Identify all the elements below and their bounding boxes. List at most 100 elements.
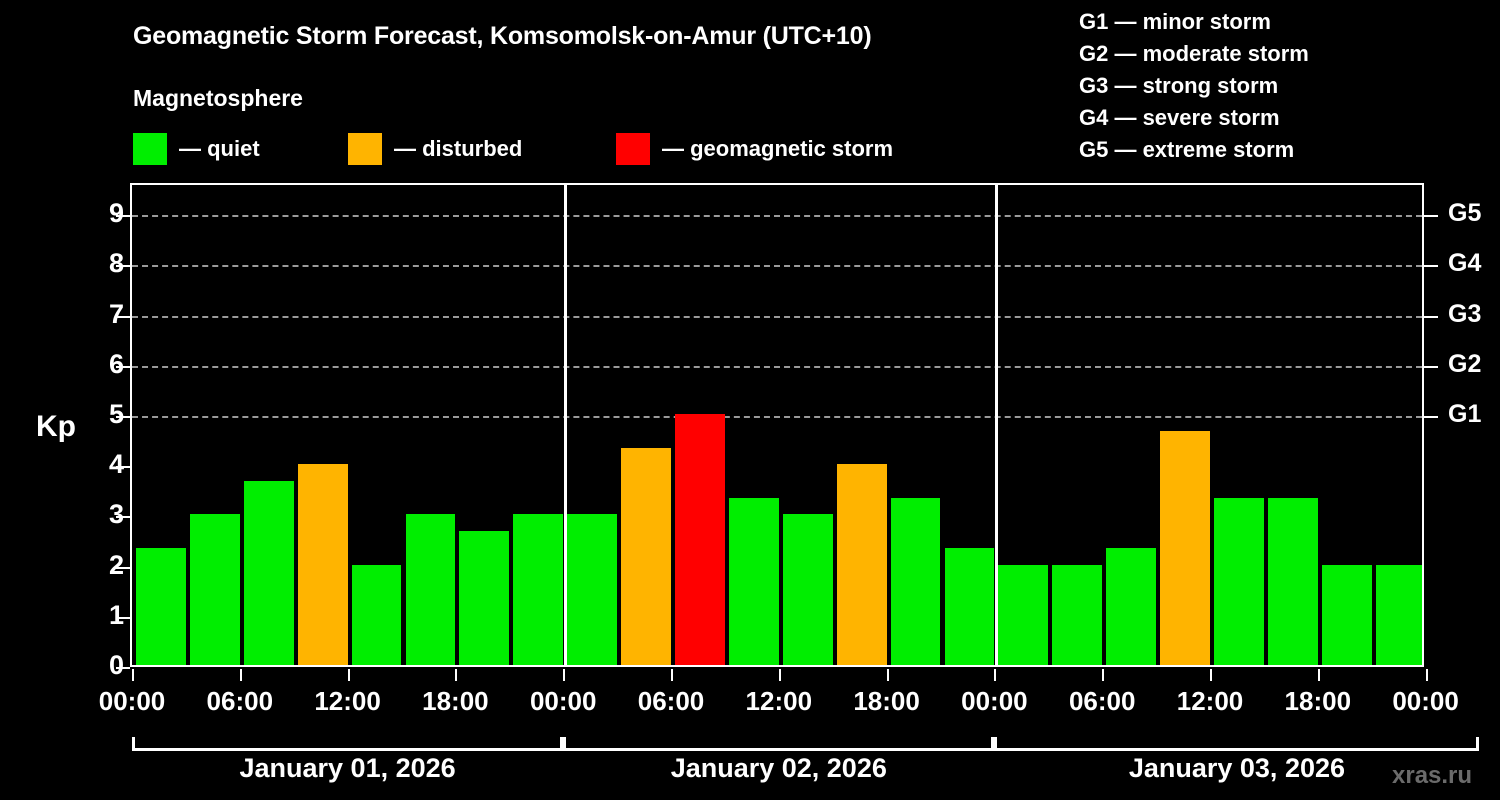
- page-title: Geomagnetic Storm Forecast, Komsomolsk-o…: [133, 22, 872, 50]
- y-tick-mark-5: [116, 416, 130, 418]
- g-tick-mark-g1: [1424, 416, 1438, 418]
- kp-bar: [189, 514, 240, 665]
- y-tick-label-4: 4: [108, 449, 124, 480]
- day-separator: [994, 185, 998, 665]
- y-tick-label-0: 0: [108, 650, 124, 680]
- x-tick-mark: [1317, 669, 1320, 681]
- y-tick-mark-2: [116, 566, 130, 569]
- gridline-kp-8: [132, 265, 1422, 268]
- kp-bar: [1321, 564, 1372, 665]
- g-tick-label-g3: G3: [1448, 299, 1482, 328]
- plot-area: [130, 183, 1424, 667]
- watermark: xras.ru: [1392, 762, 1473, 789]
- g-scale-item-g4: G4 — severe storm: [1079, 105, 1280, 130]
- g-tick-mark-g5: [1424, 215, 1438, 218]
- x-tick-label: 12:00: [1176, 686, 1244, 716]
- kp-bar: [998, 564, 1049, 665]
- g-scale-item-g5: G5 — extreme storm: [1079, 137, 1295, 162]
- kp-bar: [297, 464, 348, 665]
- x-tick-label: 00:00: [961, 686, 1028, 716]
- kp-bar: [459, 530, 510, 665]
- gridline-kp-7: [132, 315, 1422, 318]
- kp-bar: [1052, 564, 1103, 665]
- x-tick-label: 18:00: [1284, 686, 1352, 716]
- y-tick-label-8: 8: [108, 248, 124, 279]
- x-tick-label: 06:00: [637, 686, 705, 716]
- g-scale-item-g1: G1 — minor storm: [1079, 9, 1271, 34]
- x-tick-mark: [563, 669, 566, 681]
- kp-bar: [1160, 430, 1210, 665]
- kp-bar: [1214, 497, 1264, 665]
- x-tick-label: 12:00: [314, 686, 381, 716]
- x-tick-mark: [994, 669, 997, 681]
- x-tick-label: 06:00: [1068, 686, 1136, 716]
- x-tick-label: 06:00: [206, 686, 274, 716]
- day-label: January 03, 2026: [1128, 753, 1346, 783]
- legend-swatch-storm: [616, 133, 650, 165]
- y-tick-label-7: 7: [108, 298, 124, 329]
- legend-label-storm: — geomagnetic storm: [662, 136, 894, 161]
- g-scale-item-g3: G3 — strong storm: [1079, 73, 1279, 98]
- day-bracket: [132, 737, 564, 751]
- x-tick-mark: [1425, 669, 1428, 681]
- kp-bar: [405, 514, 456, 665]
- x-tick-label: 18:00: [853, 686, 920, 716]
- kp-bar: [782, 514, 833, 665]
- day-label: January 02, 2026: [670, 753, 887, 783]
- x-tick-mark: [671, 669, 673, 681]
- day-label: January 01, 2026: [239, 753, 456, 783]
- x-tick-mark: [886, 669, 889, 681]
- x-tick-mark: [239, 669, 242, 681]
- y-tick-mark-1: [116, 616, 130, 619]
- y-tick-label-9: 9: [108, 198, 124, 229]
- legend-item-disturbed: — disturbed: [348, 131, 522, 167]
- kp-bar: [944, 548, 995, 665]
- x-tick-mark: [1210, 669, 1212, 681]
- y-tick-mark-9: [116, 215, 130, 218]
- x-tick-label: 00:00: [529, 686, 597, 716]
- y-tick-label-3: 3: [108, 499, 124, 530]
- kp-bar: [243, 480, 294, 665]
- g-tick-label-g2: G2: [1448, 349, 1482, 378]
- y-tick-mark-6: [116, 365, 130, 368]
- y-tick-label-1: 1: [108, 599, 124, 630]
- kp-bar: [890, 497, 941, 665]
- kp-bar: [1375, 564, 1422, 665]
- kp-bar: [136, 548, 186, 665]
- legend-swatch-quiet: [133, 133, 167, 165]
- day-bracket: [994, 737, 1480, 751]
- legend-item-storm: — geomagnetic storm: [616, 131, 893, 167]
- x-tick-mark: [347, 669, 350, 681]
- y-tick-label-2: 2: [108, 549, 124, 580]
- g-tick-mark-g3: [1424, 315, 1438, 318]
- y-tick-mark-7: [116, 315, 130, 318]
- day-separator: [563, 185, 567, 665]
- x-tick-mark: [455, 669, 458, 681]
- x-tick-label: 18:00: [422, 686, 489, 716]
- x-tick-label: 12:00: [745, 686, 813, 716]
- y-tick-mark-8: [116, 265, 130, 268]
- kp-bar: [1267, 497, 1318, 665]
- y-tick-label-5: 5: [108, 399, 124, 429]
- y-tick-mark-0: [116, 667, 130, 669]
- legend-label-quiet: — quiet: [179, 136, 260, 161]
- x-tick-label: 00:00: [98, 686, 166, 716]
- kp-bar: [836, 464, 887, 665]
- kp-bar: [621, 447, 671, 665]
- kp-bar: [351, 564, 402, 665]
- g-scale-legend: G1 — minor storm G2 — moderate storm G3 …: [1079, 6, 1499, 166]
- g-tick-label-g5: G5: [1448, 199, 1482, 228]
- g-tick-mark-g2: [1424, 365, 1438, 368]
- kp-bar: [728, 497, 779, 665]
- x-tick-mark: [778, 669, 781, 681]
- kp-bar: [675, 414, 725, 665]
- magnetosphere-title: Magnetosphere: [133, 85, 303, 111]
- gridline-kp-5: [132, 416, 1422, 418]
- kp-bar: [567, 514, 618, 665]
- gridline-kp-9: [132, 215, 1422, 218]
- legend-label-disturbed: — disturbed: [394, 136, 523, 161]
- plot-inner: [132, 185, 1422, 665]
- y-tick-mark-4: [116, 466, 130, 469]
- g-tick-mark-g4: [1424, 265, 1438, 268]
- x-tick-mark: [132, 669, 134, 681]
